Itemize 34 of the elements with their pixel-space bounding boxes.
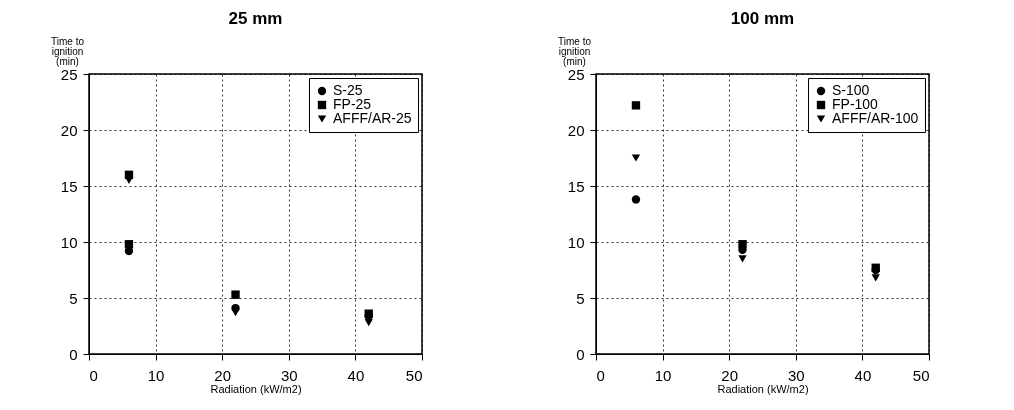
x-axis-title: Radiation (kW/m2) [210,382,302,395]
x-tick-label: 10 [147,366,165,384]
y-axis-title: Time to ignition (min) [558,35,592,67]
legend-label: AFFF/AR-100 [832,110,919,126]
legend-label: S-25 [333,82,363,98]
y-tick-label: 15 [567,177,585,195]
y-tick-label: 20 [60,121,78,139]
x-tick-label: 40 [854,366,872,384]
legend-label: FP-25 [333,96,372,112]
y-tick-label: 0 [69,345,78,363]
chart-title: 100 mm [730,9,795,28]
legend-label: AFFF/AR-25 [333,110,412,126]
y-tick-label: 0 [576,345,585,363]
x-tick-label: 10 [654,366,672,384]
x-tick-label: 30 [787,366,805,384]
y-axis-title: Time to ignition (min) [51,35,85,67]
legend-label: S-100 [832,82,870,98]
y-tick-label: 10 [567,233,585,251]
x-tick-label: 20 [214,366,232,384]
y-tick-label: 15 [60,177,78,195]
x-tick-label: 0 [89,366,98,384]
chart-title: 25 mm [228,9,283,28]
legend-label: FP-100 [832,96,879,112]
y-tick-label: 10 [60,233,78,251]
y-tick-label: 5 [576,289,585,307]
x-axis-title: Radiation (kW/m2) [717,382,809,395]
y-tick-label: 5 [69,289,78,307]
x-tick-label: 50 [405,366,423,384]
x-tick-label: 20 [721,366,739,384]
x-tick-label: 0 [596,366,605,384]
x-tick-label: 40 [347,366,365,384]
y-tick-label: 20 [567,121,585,139]
x-tick-label: 50 [912,366,930,384]
x-tick-label: 30 [280,366,298,384]
